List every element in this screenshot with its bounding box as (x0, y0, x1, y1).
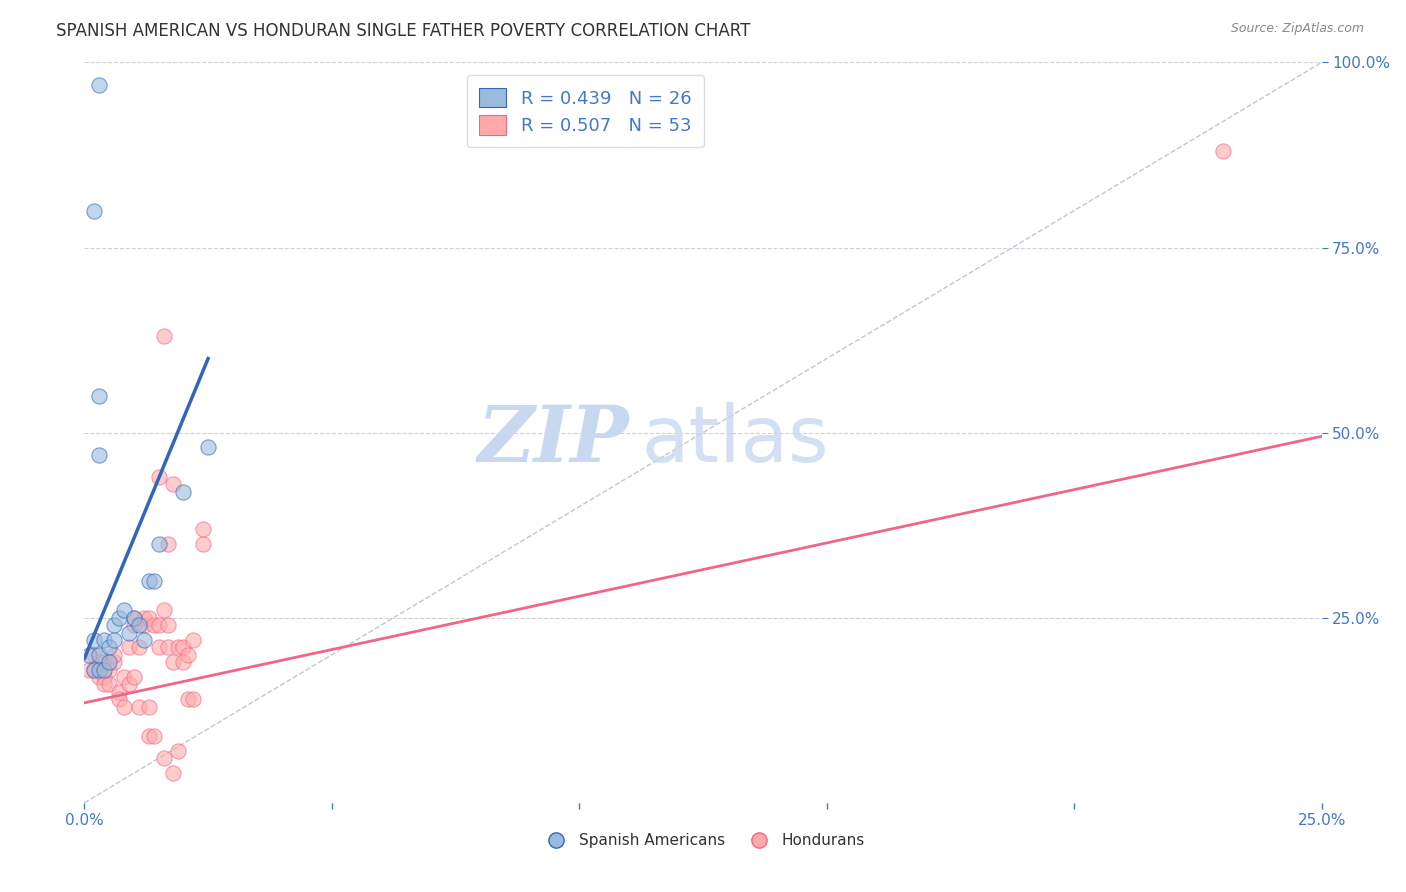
Point (157, 536, 180, 550)
Point (138, 729, 160, 743)
Point (132, 632, 155, 647)
Point (152, 751, 174, 765)
Point (122, 670, 145, 684)
Point (98, 677, 121, 691)
Point (112, 699, 135, 714)
Point (138, 574, 160, 588)
Legend: Spanish Americans, Hondurans: Spanish Americans, Hondurans (534, 827, 872, 855)
Point (191, 522, 214, 536)
Point (112, 670, 135, 684)
Point (138, 699, 160, 714)
Point (157, 618, 180, 632)
Point (103, 655, 125, 669)
Point (89, 388, 111, 402)
Point (142, 618, 165, 632)
Point (89, 78, 111, 92)
Point (93, 632, 115, 647)
Point (138, 610, 160, 624)
Point (128, 699, 150, 714)
Point (93, 677, 115, 691)
Point (108, 692, 131, 706)
Point (128, 640, 150, 655)
Point (98, 640, 121, 655)
Point (177, 648, 200, 662)
Point (83, 203, 105, 218)
Point (148, 470, 170, 484)
Point (89, 648, 111, 662)
Point (162, 655, 184, 669)
Point (128, 618, 150, 632)
Point (172, 655, 194, 669)
Point (93, 655, 115, 669)
Point (148, 640, 170, 655)
Point (112, 603, 135, 617)
Point (98, 663, 121, 677)
Point (98, 655, 121, 669)
Point (118, 640, 141, 655)
Point (142, 574, 165, 588)
Point (122, 610, 145, 624)
Point (148, 618, 170, 632)
Point (177, 692, 200, 706)
Point (162, 766, 184, 780)
Text: ZIP: ZIP (477, 401, 628, 478)
Point (181, 632, 204, 647)
Point (132, 610, 155, 624)
Text: SPANISH AMERICAN VS HONDURAN SINGLE FATHER POVERTY CORRELATION CHART: SPANISH AMERICAN VS HONDURAN SINGLE FATH… (56, 22, 751, 40)
Point (103, 618, 125, 632)
Point (152, 603, 174, 617)
Point (83, 648, 105, 662)
Point (93, 663, 115, 677)
Point (103, 632, 125, 647)
Point (167, 640, 190, 655)
Point (89, 670, 111, 684)
Point (89, 663, 111, 677)
Point (197, 441, 219, 455)
Point (108, 610, 131, 624)
Point (118, 677, 141, 691)
Point (122, 610, 145, 624)
Point (83, 632, 105, 647)
Point (167, 744, 190, 758)
Point (132, 618, 155, 632)
Point (79, 663, 101, 677)
Point (142, 729, 165, 743)
Point (103, 648, 125, 662)
Text: atlas: atlas (641, 402, 828, 478)
Point (152, 329, 174, 343)
Point (89, 448, 111, 462)
Point (89, 655, 111, 669)
Point (148, 536, 170, 550)
Point (93, 670, 115, 684)
Point (181, 692, 204, 706)
Point (162, 477, 184, 491)
Point (108, 685, 131, 699)
Point (83, 663, 105, 677)
Point (118, 625, 141, 640)
Point (157, 640, 180, 655)
Point (172, 640, 194, 655)
Point (79, 648, 101, 662)
Point (83, 663, 105, 677)
Point (172, 484, 194, 499)
Point (1212, 145, 1234, 159)
Text: Source: ZipAtlas.com: Source: ZipAtlas.com (1230, 22, 1364, 36)
Point (191, 536, 214, 550)
Point (122, 618, 145, 632)
